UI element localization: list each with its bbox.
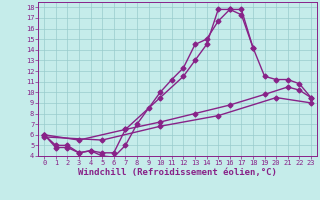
X-axis label: Windchill (Refroidissement éolien,°C): Windchill (Refroidissement éolien,°C) bbox=[78, 168, 277, 177]
